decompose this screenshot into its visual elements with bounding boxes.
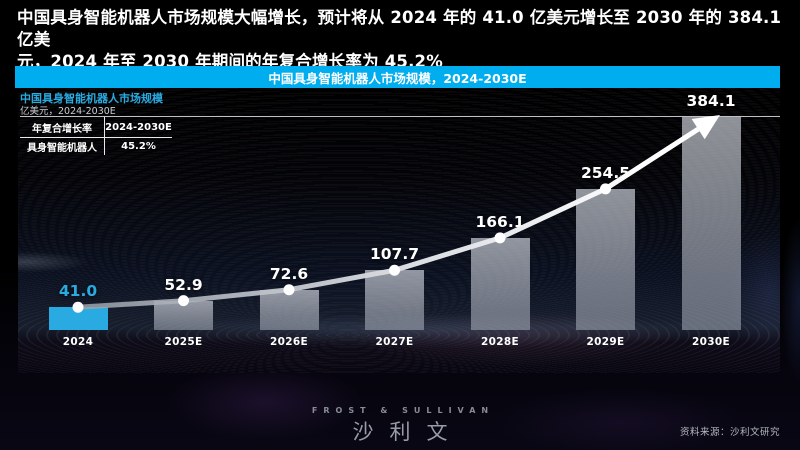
chart-subtitle: 中国具身智能机器人市场规模 xyxy=(20,92,163,105)
shalilwen-wordmark: 沙利文 xyxy=(352,420,464,444)
x-label-2029E: 2029E xyxy=(586,336,625,348)
value-label-2027E: 107.7 xyxy=(369,245,420,264)
chart-title-bar-label: 中国具身智能机器人市场规模，2024-2030E xyxy=(268,70,527,86)
x-label-2028E: 2028E xyxy=(481,336,519,348)
value-label-2028E: 166.1 xyxy=(475,212,525,231)
bar-2024 xyxy=(48,307,108,330)
bar-2029E xyxy=(576,188,635,330)
x-label-2030E: 2030E xyxy=(692,336,730,348)
headline-line1: 中国具身智能机器人市场规模大幅增长，预计将从 2024 年的 41.0 亿美元增… xyxy=(17,8,782,49)
units-label: 亿美元，2024-2030E xyxy=(20,106,116,117)
value-label-2029E: 254.5 xyxy=(580,163,631,182)
frost-sullivan-logo: FROST & SULLIVAN 沙利文 xyxy=(0,406,800,446)
x-label-2025E: 2025E xyxy=(164,336,203,348)
x-label-2024: 2024 xyxy=(62,336,94,348)
bar-2025E xyxy=(154,300,213,330)
x-label-2026E: 2026E xyxy=(270,336,308,348)
value-label-2024: 41.0 xyxy=(58,282,98,301)
bar-2027E xyxy=(365,270,424,330)
chart-title-bar: 中国具身智能机器人市场规模，2024-2030E xyxy=(15,66,780,88)
value-label-2030E: 384.1 xyxy=(686,92,736,110)
source-note: 资料来源：沙利文研究 xyxy=(679,427,780,438)
frost-sullivan-wordmark: FROST & SULLIVAN xyxy=(311,406,495,415)
x-label-2027E: 2027E xyxy=(375,336,414,348)
value-label-2026E: 72.6 xyxy=(269,264,309,283)
value-label-2025E: 52.9 xyxy=(164,275,203,294)
top-gridline xyxy=(20,116,780,117)
bar-2028E xyxy=(470,237,530,330)
bar-2030E xyxy=(681,117,741,330)
bar-2026E xyxy=(259,289,319,330)
